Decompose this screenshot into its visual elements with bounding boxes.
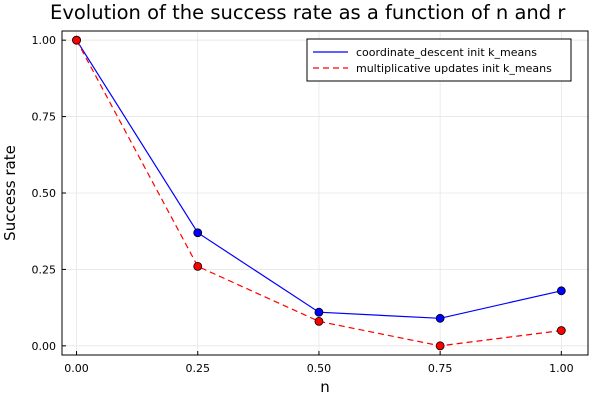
x-tick-label: 0.75 [428,362,453,375]
y-tick-label: 0.25 [32,263,57,276]
data-point [556,326,566,335]
y-axis-label: Success rate [1,145,19,241]
data-point [435,313,445,323]
y-axis: 0.00 0.25 0.50 0.75 1.00 [32,34,66,353]
data-point [193,228,203,238]
data-point [314,316,324,326]
data-point [314,307,324,317]
data-point [72,35,81,45]
y-tick-label: 0.50 [32,187,57,200]
x-axis: 0.00 0.25 0.50 0.75 1.00 [64,351,574,375]
legend-label-multiplicative-updates: multiplicative updates init k_means [356,62,552,75]
y-tick-label: 1.00 [32,34,57,47]
series-layer [72,35,566,351]
data-point [193,261,203,271]
legend-box [306,38,572,82]
legend: coordinate_descent init k_means multipli… [306,38,572,82]
data-point [556,286,566,296]
series-line [76,39,562,347]
series-2 [72,35,566,351]
chart-title: Evolution of the success rate as a funct… [50,1,566,24]
data-point [435,341,445,351]
x-axis-label: n [320,378,330,396]
x-tick-label: 0.25 [185,362,210,375]
y-tick-label: 0.00 [32,340,57,353]
legend-label-coordinate-descent: coordinate_descent init k_means [356,46,537,59]
x-tick-label: 0.50 [307,362,332,375]
x-tick-label: 1.00 [549,362,574,375]
x-tick-label: 0.00 [64,362,89,375]
y-tick-label: 0.75 [32,111,57,124]
